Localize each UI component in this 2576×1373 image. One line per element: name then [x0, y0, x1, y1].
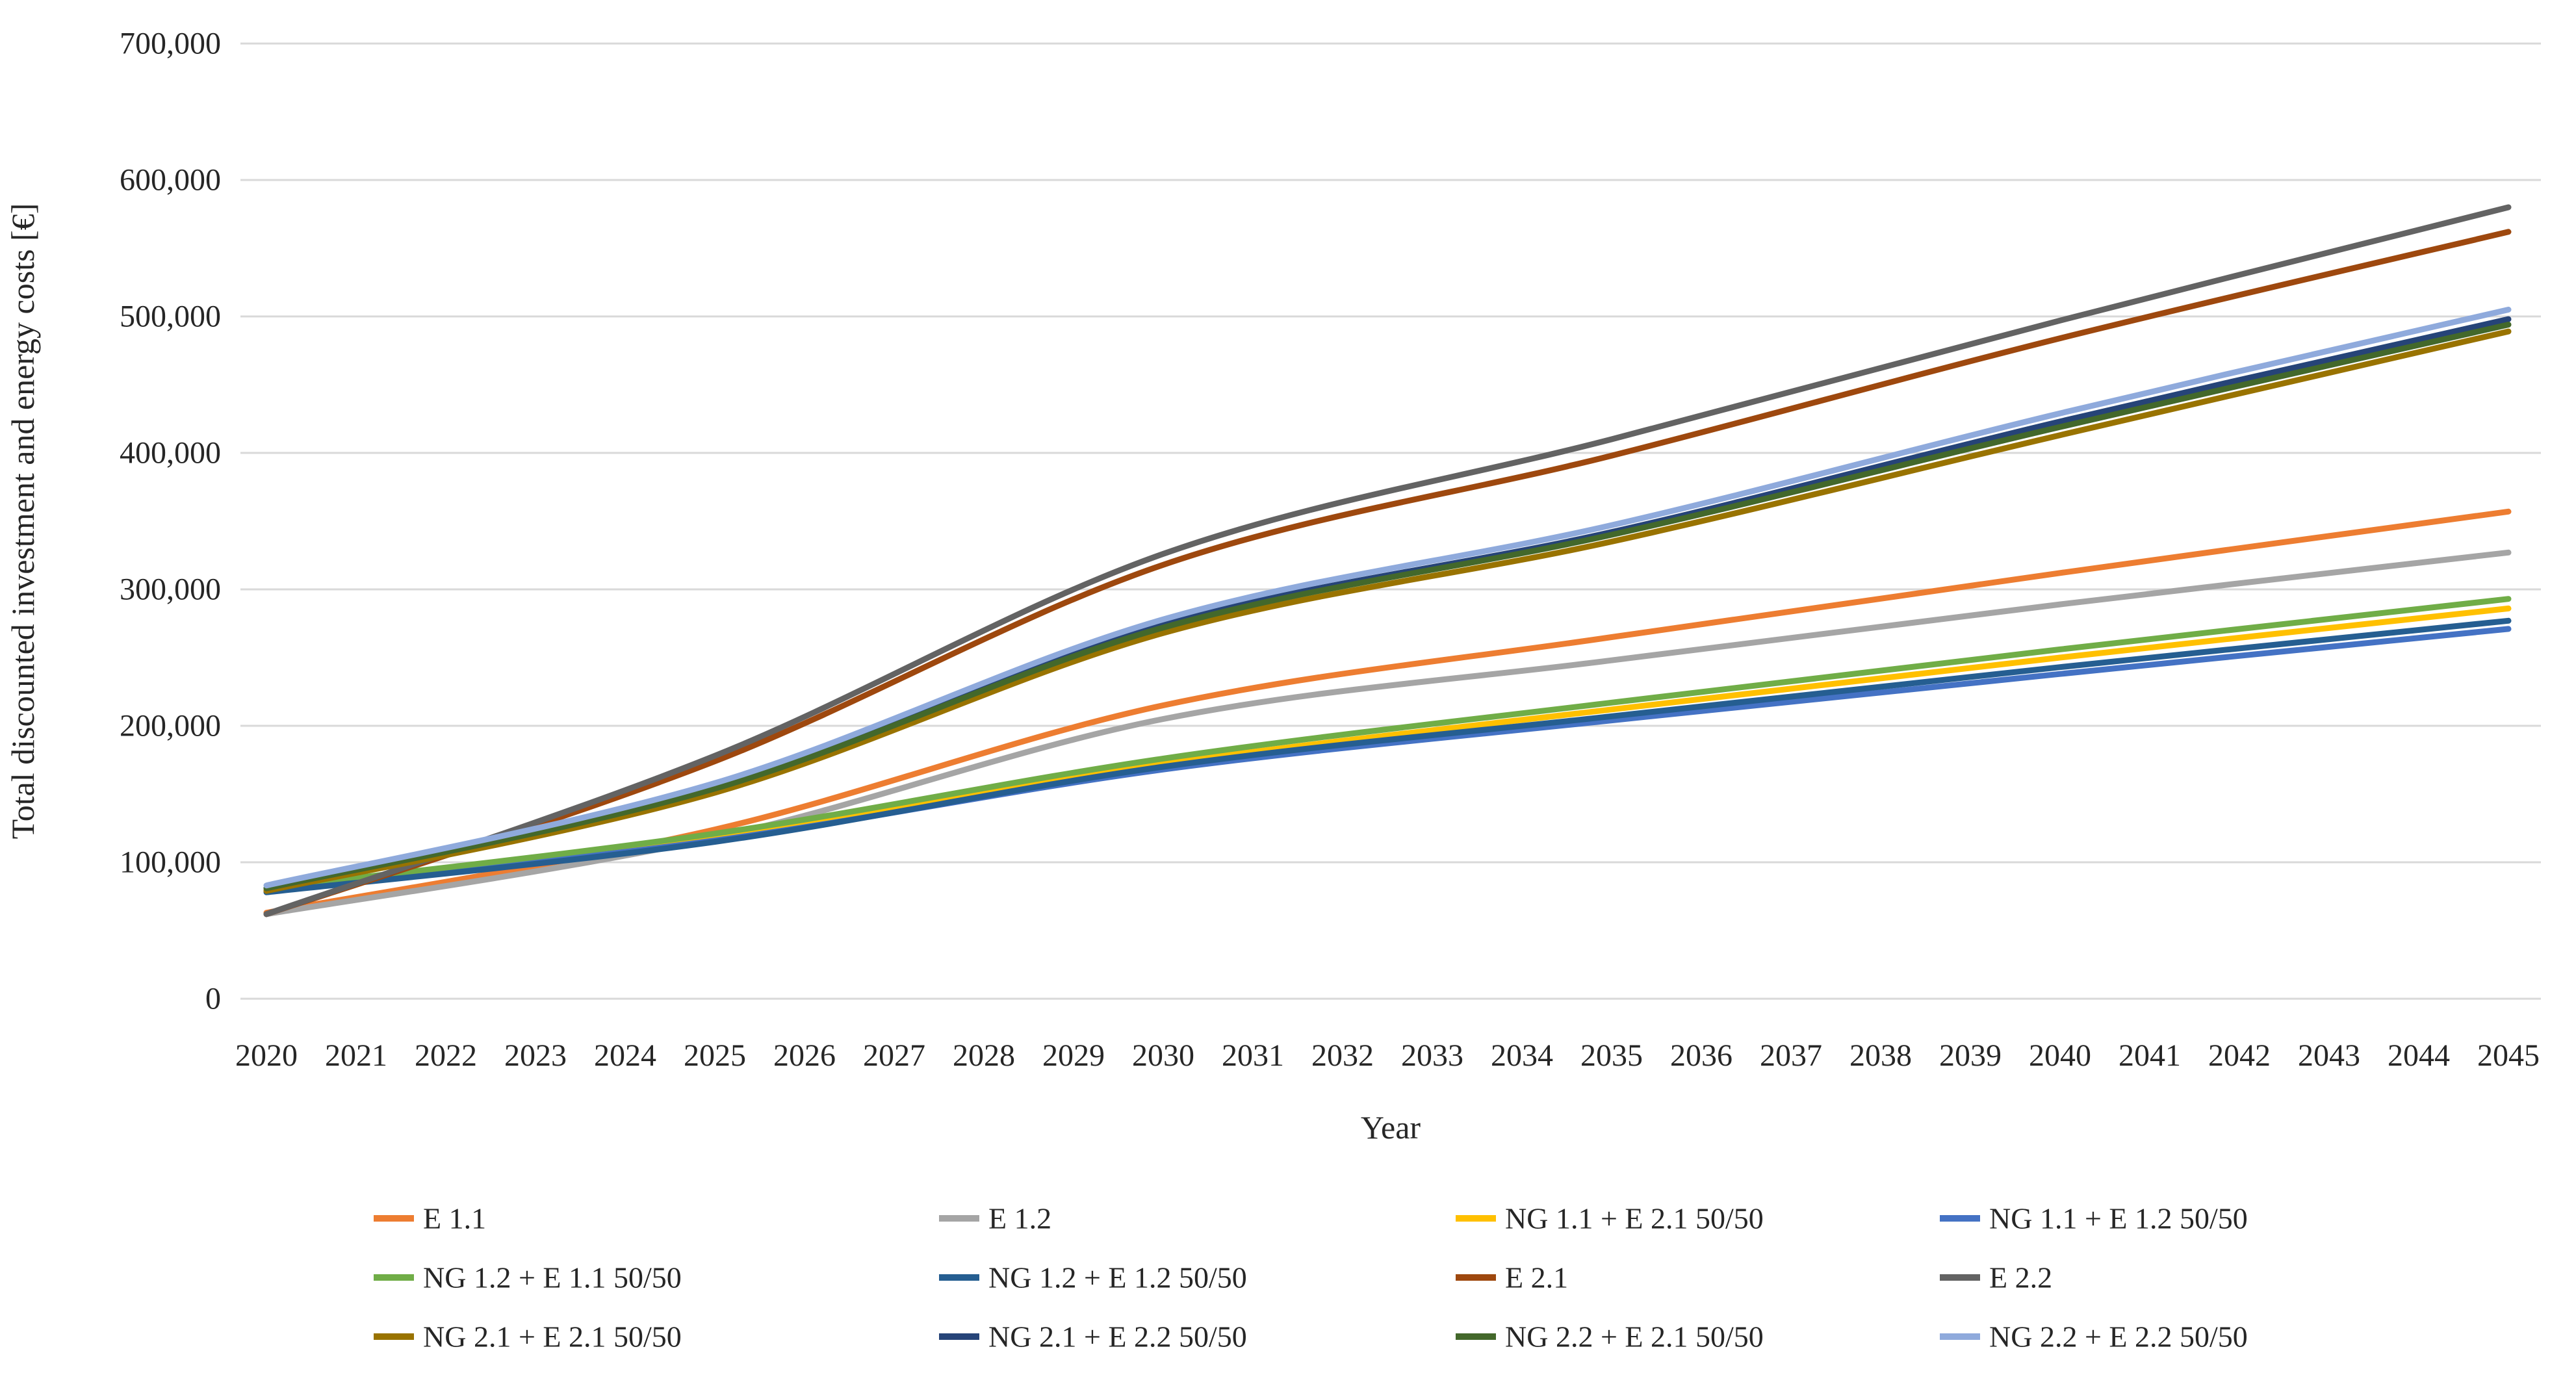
y-axis-title: Total discounted investment and energy c…: [5, 203, 41, 840]
legend-item-e-2.2: E 2.2: [1940, 1261, 2052, 1294]
gridlines: [240, 42, 2541, 1000]
legend-item-ng-1.1-e-2.1-50-50: NG 1.1 + E 2.1 50/50: [1456, 1202, 1764, 1235]
legend-label: NG 2.2 + E 2.1 50/50: [1505, 1320, 1764, 1354]
y-tick-label: 200,000: [120, 709, 221, 743]
legend-item-ng-2.1-e-2.1-50-50: NG 2.1 + E 2.1 50/50: [374, 1320, 682, 1354]
legend-label: NG 2.1 + E 2.1 50/50: [423, 1320, 682, 1354]
legend-item-ng-2.2-e-2.2-50-50: NG 2.2 + E 2.2 50/50: [1940, 1320, 2248, 1354]
legend-label: NG 1.2 + E 1.1 50/50: [423, 1261, 682, 1294]
y-tick-label: 600,000: [120, 163, 221, 198]
legend-label: NG 2.2 + E 2.2 50/50: [1989, 1320, 2248, 1354]
series-line-e-2.1: [263, 229, 2512, 917]
series-line-ng-1.2-e-1.1-50-50: [263, 596, 2512, 892]
x-tick-label: 2021: [325, 1038, 387, 1073]
series-line-e-2.2: [263, 204, 2512, 917]
y-tick-label: 700,000: [120, 27, 221, 61]
legend-item-e-2.1: E 2.1: [1456, 1261, 1568, 1294]
legend-item-ng-2.2-e-2.1-50-50: NG 2.2 + E 2.1 50/50: [1456, 1320, 1764, 1354]
x-tick-label: 2035: [1580, 1038, 1643, 1073]
legend-item-e-1.2: E 1.2: [939, 1202, 1051, 1235]
x-tick-label: 2023: [504, 1038, 567, 1073]
y-tick-label: 400,000: [120, 436, 221, 470]
x-tick-label: 2020: [235, 1038, 298, 1073]
legend-label: NG 1.2 + E 1.2 50/50: [988, 1261, 1247, 1294]
series-line-ng-1.2-e-1.2-50-50: [263, 617, 2512, 895]
legend-item-ng-1.1-e-1.2-50-50: NG 1.1 + E 1.2 50/50: [1940, 1202, 2248, 1235]
x-tick-label: 2040: [2029, 1038, 2091, 1073]
x-axis-tick-labels: 2020 2021 2022 2023 2024 2025 2026 2027 2028 2029…: [235, 1038, 2540, 1073]
x-tick-label: 2042: [2208, 1038, 2271, 1073]
y-tick-label: 0: [205, 982, 221, 1016]
y-tick-label: 100,000: [120, 845, 221, 880]
legend-item-e-1.1: E 1.1: [374, 1202, 486, 1235]
series-line-ng-2.2-e-2.2-50-50: [263, 307, 2512, 889]
x-tick-label: 2043: [2298, 1038, 2360, 1073]
legend-label: E 1.1: [423, 1202, 486, 1235]
x-tick-label: 2027: [863, 1038, 925, 1073]
legend-item-ng-2.1-e-2.2-50-50: NG 2.1 + E 2.2 50/50: [939, 1320, 1247, 1354]
x-tick-label: 2041: [2119, 1038, 2181, 1073]
legend-label: E 2.1: [1505, 1261, 1568, 1294]
legend-label: NG 2.1 + E 2.2 50/50: [988, 1320, 1247, 1354]
x-axis-title: Year: [1361, 1109, 1421, 1146]
x-tick-label: 2032: [1311, 1038, 1374, 1073]
x-tick-label: 2028: [953, 1038, 1015, 1073]
x-tick-label: 2024: [594, 1038, 656, 1073]
x-tick-label: 2045: [2477, 1038, 2540, 1073]
y-tick-label: 500,000: [120, 300, 221, 334]
x-tick-label: 2044: [2388, 1038, 2450, 1073]
legend-label: E 2.2: [1989, 1261, 2052, 1294]
x-tick-label: 2034: [1491, 1038, 1553, 1073]
series-lines: [263, 204, 2512, 917]
x-tick-label: 2038: [1849, 1038, 1912, 1073]
legend-label: E 1.2: [988, 1202, 1051, 1235]
x-tick-label: 2025: [684, 1038, 746, 1073]
series-line-ng-2.2-e-2.1-50-50: [263, 322, 2512, 892]
x-tick-label: 2039: [1939, 1038, 2002, 1073]
legend-label: NG 1.1 + E 1.2 50/50: [1989, 1202, 2248, 1235]
legend-label: NG 1.1 + E 2.1 50/50: [1505, 1202, 1764, 1235]
y-tick-label: 300,000: [120, 572, 221, 607]
x-tick-label: 2029: [1042, 1038, 1105, 1073]
x-tick-label: 2022: [415, 1038, 477, 1073]
series-line-ng-2.1-e-2.1-50-50: [263, 328, 2512, 894]
y-axis-tick-labels: 0 100,000 200,000 300,000 400,000 500,000 600,…: [120, 27, 221, 1016]
x-tick-label: 2030: [1132, 1038, 1194, 1073]
legend: E 1.1 E 1.2 NG 1.1 + E 2.1 50/50 NG 1.1 + E…: [374, 1202, 2248, 1354]
x-tick-label: 2031: [1222, 1038, 1284, 1073]
x-tick-label: 2033: [1401, 1038, 1463, 1073]
x-tick-label: 2037: [1760, 1038, 1822, 1073]
x-tick-label: 2026: [773, 1038, 836, 1073]
legend-item-ng-1.2-e-1.1-50-50: NG 1.2 + E 1.1 50/50: [374, 1261, 682, 1294]
x-tick-label: 2036: [1670, 1038, 1732, 1073]
legend-item-ng-1.2-e-1.2-50-50: NG 1.2 + E 1.2 50/50: [939, 1261, 1247, 1294]
